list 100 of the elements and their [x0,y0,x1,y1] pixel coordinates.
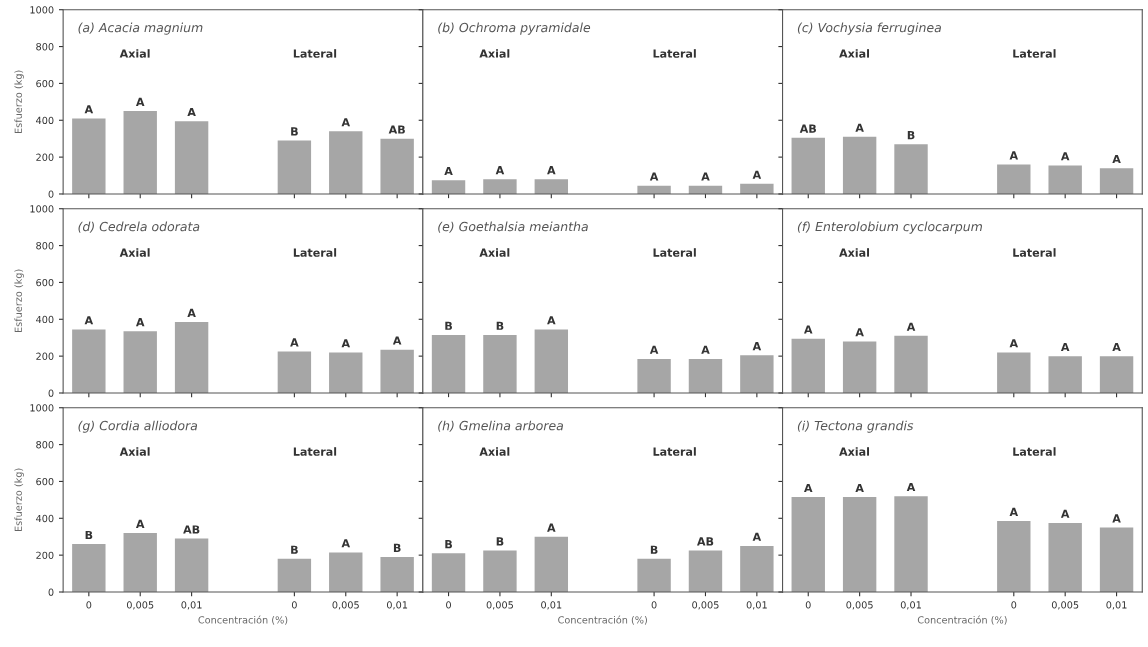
data-label: A [187,308,196,317]
data-label: B [85,530,93,540]
text: (d) Cedrela odorata [78,221,200,233]
x-tick-label: 0,01 [900,601,921,610]
y-tick-label: 0 [48,389,54,397]
bar [431,334,466,393]
data-label: B [393,543,401,552]
bar [740,355,774,393]
x-tick-label: 0 [805,601,811,609]
data-label: A [392,336,402,345]
data-label: B [445,321,452,330]
x-tick-label: 0,005 [332,601,359,610]
y-tick-label: 600 [36,278,54,287]
bar [842,136,877,194]
annotation: Lateral [653,49,696,58]
text: (g) Cordia alliodora [78,420,198,433]
bar [740,545,774,593]
x-tick-label: 0 [291,601,297,609]
bar [997,352,1031,393]
y-tick-label: 1000 [30,404,54,412]
data-label: A [855,483,864,493]
data-label: A [701,345,710,354]
data-label: A [444,166,453,176]
annotation: Lateral [293,248,337,257]
bar [842,341,877,393]
data-label: A [547,316,556,325]
bar [894,144,928,194]
text: (c) Vochysia ferruginea [797,22,941,35]
data-label: A [752,532,762,541]
y-tick-label: 800 [36,242,54,250]
bar [329,352,363,393]
annotation: Lateral [653,248,696,257]
bar [431,553,466,593]
data-label: A [341,339,351,348]
text: (b) Ochroma pyramidale [438,22,591,35]
x-axis-title: Concentración (%) [198,615,288,625]
bar [688,550,723,593]
bar [329,552,363,593]
x-tick-label: 0,005 [692,601,719,610]
bar [1099,527,1134,593]
data-label: B [291,127,298,136]
bar [637,358,671,393]
text: (a) Acacia magnium [78,22,203,35]
data-label: A [1009,507,1019,516]
data-label: A [906,482,916,492]
y-tick-label: 200 [36,551,54,559]
text: (i) Tectona grandis [797,420,914,433]
y-axis-title: Esfuerzo (kg) [14,269,24,333]
data-label: A [547,523,556,532]
y-tick-label: 1000 [30,205,54,213]
x-tick-label: 0,01 [181,601,202,610]
x-tick-label: 0,005 [1051,601,1079,610]
bar [791,497,825,593]
bar [688,358,723,393]
data-label: B [291,545,298,554]
bar [534,536,569,593]
x-tick-label: 0 [86,601,92,609]
x-tick-label: 0,005 [486,601,513,610]
bar [174,121,209,194]
bar [997,164,1031,194]
data-label: A [135,97,145,106]
annotation: Lateral [1013,49,1056,58]
y-tick-label: 0 [48,190,54,198]
bar [72,544,106,593]
y-tick-label: 800 [36,441,54,449]
x-axis-title: Concentración (%) [917,615,1007,625]
annotation: Axial [119,248,150,257]
data-label: B [496,537,504,546]
data-label: A [804,325,813,334]
bar [174,322,209,393]
x-axis-title: Concentración (%) [558,615,647,625]
data-label: A [135,318,145,327]
data-label: A [1060,509,1070,518]
bar [842,497,877,593]
bar [1099,356,1134,393]
y-tick-label: 400 [36,116,54,125]
data-label: B [907,131,915,140]
bar [791,137,825,194]
y-tick-label: 200 [36,153,54,161]
annotation: Axial [479,49,510,58]
data-label: A [804,483,813,493]
bar [380,349,414,393]
data-label: AB [388,125,405,134]
data-label: A [855,123,864,132]
data-label: A [1112,154,1121,164]
annotation: Axial [839,447,869,456]
y-tick-label: 400 [36,514,54,523]
x-tick-label: 0,01 [746,601,767,610]
bar [123,111,157,194]
bar [123,533,157,593]
data-label: A [752,342,762,351]
annotation: Axial [479,248,510,257]
y-tick-label: 800 [36,43,54,51]
bar [483,334,517,393]
y-axis-title: Esfuerzo (kg) [14,468,24,532]
y-tick-label: 600 [36,79,54,88]
data-label: A [84,105,94,114]
annotation: Axial [119,49,150,58]
data-label: A [135,519,145,528]
annotation: Lateral [1013,248,1056,257]
